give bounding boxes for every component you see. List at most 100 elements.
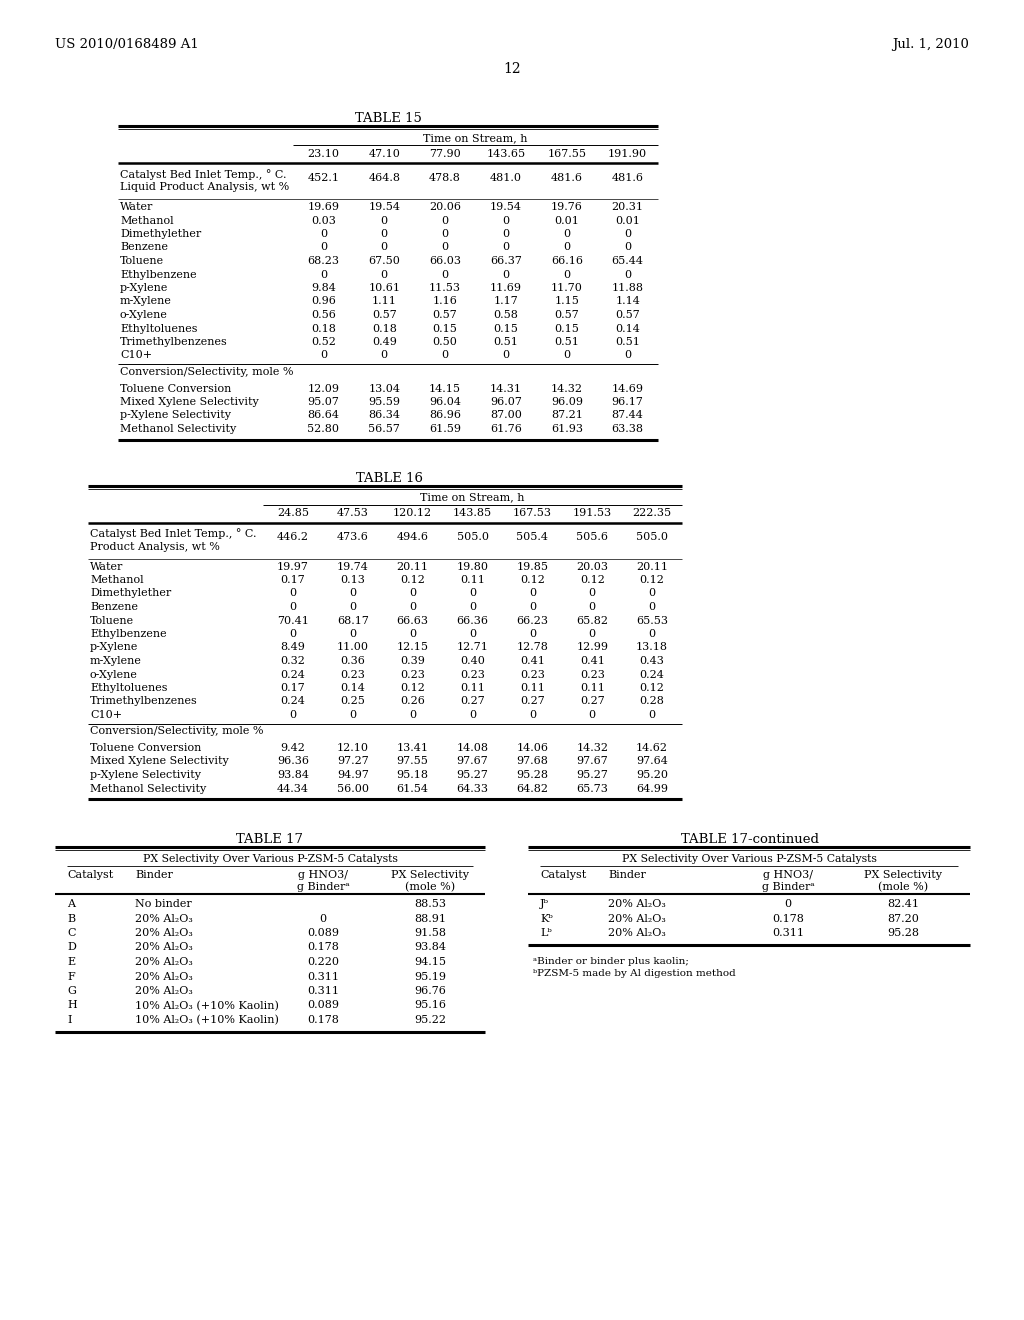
Text: Time on Stream, h: Time on Stream, h (423, 133, 527, 143)
Text: 24.85: 24.85 (276, 508, 309, 519)
Text: 0.43: 0.43 (640, 656, 665, 667)
Text: 93.84: 93.84 (276, 770, 309, 780)
Text: 86.64: 86.64 (307, 411, 339, 421)
Text: 0.28: 0.28 (640, 697, 665, 706)
Text: 87.44: 87.44 (611, 411, 643, 421)
Text: (mole %): (mole %) (404, 882, 455, 892)
Text: 0.17: 0.17 (281, 576, 305, 585)
Text: 167.55: 167.55 (547, 149, 587, 158)
Text: 0.12: 0.12 (640, 682, 665, 693)
Text: 0: 0 (589, 710, 596, 719)
Text: 20% Al₂O₃: 20% Al₂O₃ (608, 928, 666, 939)
Text: 20% Al₂O₃: 20% Al₂O₃ (608, 899, 666, 909)
Text: 97.67: 97.67 (577, 756, 608, 767)
Text: 0.12: 0.12 (640, 576, 665, 585)
Text: p-Xylene Selectivity: p-Xylene Selectivity (90, 770, 201, 780)
Text: 64.99: 64.99 (636, 784, 668, 793)
Text: 1.16: 1.16 (433, 297, 458, 306)
Text: 0.50: 0.50 (433, 337, 458, 347)
Text: 0: 0 (319, 243, 327, 252)
Text: 0: 0 (503, 228, 510, 239)
Text: 52.80: 52.80 (307, 424, 339, 434)
Text: H: H (67, 1001, 77, 1011)
Text: 0.23: 0.23 (400, 669, 425, 680)
Text: m-Xylene: m-Xylene (120, 297, 172, 306)
Text: 0.23: 0.23 (580, 669, 604, 680)
Text: 0.11: 0.11 (460, 682, 485, 693)
Text: 0: 0 (409, 630, 416, 639)
Text: g HNO3/: g HNO3/ (298, 870, 348, 880)
Text: Trimethylbenzenes: Trimethylbenzenes (90, 697, 198, 706)
Text: 0: 0 (648, 710, 655, 719)
Text: 20% Al₂O₃: 20% Al₂O₃ (135, 928, 193, 939)
Text: 0.311: 0.311 (772, 928, 804, 939)
Text: Ethyltoluenes: Ethyltoluenes (90, 682, 168, 693)
Text: 0.51: 0.51 (494, 337, 518, 347)
Text: Toluene: Toluene (90, 615, 134, 626)
Text: 0: 0 (624, 269, 631, 280)
Text: 97.68: 97.68 (516, 756, 548, 767)
Text: 14.15: 14.15 (429, 384, 461, 393)
Text: 19.76: 19.76 (551, 202, 583, 213)
Text: 0: 0 (381, 215, 388, 226)
Text: 20% Al₂O₃: 20% Al₂O₃ (135, 972, 193, 982)
Text: 0.36: 0.36 (340, 656, 366, 667)
Text: 0.01: 0.01 (554, 215, 580, 226)
Text: 0: 0 (503, 269, 510, 280)
Text: 143.85: 143.85 (453, 508, 493, 519)
Text: 0.27: 0.27 (460, 697, 485, 706)
Text: 0: 0 (349, 630, 356, 639)
Text: p-Xylene: p-Xylene (120, 282, 168, 293)
Text: 20% Al₂O₃: 20% Al₂O₃ (135, 913, 193, 924)
Text: 0: 0 (528, 710, 536, 719)
Text: 88.53: 88.53 (414, 899, 446, 909)
Text: 0.56: 0.56 (311, 310, 336, 319)
Text: Conversion/Selectivity, mole %: Conversion/Selectivity, mole % (90, 726, 263, 737)
Text: US 2010/0168489 A1: US 2010/0168489 A1 (55, 38, 199, 51)
Text: 191.90: 191.90 (608, 149, 647, 158)
Text: 88.91: 88.91 (414, 913, 446, 924)
Text: 96.17: 96.17 (611, 397, 643, 407)
Text: 0: 0 (441, 351, 449, 360)
Text: 61.93: 61.93 (551, 424, 583, 434)
Text: 505.6: 505.6 (577, 532, 608, 543)
Text: 19.54: 19.54 (369, 202, 400, 213)
Text: 66.16: 66.16 (551, 256, 583, 267)
Text: 11.53: 11.53 (429, 282, 461, 293)
Text: 93.84: 93.84 (414, 942, 446, 953)
Text: 0: 0 (469, 710, 476, 719)
Text: 0: 0 (349, 589, 356, 598)
Text: 0: 0 (441, 269, 449, 280)
Text: 96.76: 96.76 (414, 986, 445, 997)
Text: Dimethylether: Dimethylether (120, 228, 202, 239)
Text: 68.23: 68.23 (307, 256, 339, 267)
Text: 12.09: 12.09 (307, 384, 339, 393)
Text: 9.42: 9.42 (281, 743, 305, 752)
Text: 0.51: 0.51 (554, 337, 580, 347)
Text: 0.089: 0.089 (307, 928, 339, 939)
Text: 0: 0 (469, 602, 476, 612)
Text: I: I (67, 1015, 72, 1026)
Text: 66.23: 66.23 (516, 615, 549, 626)
Text: 0: 0 (563, 269, 570, 280)
Text: 0.57: 0.57 (433, 310, 458, 319)
Text: 95.28: 95.28 (516, 770, 549, 780)
Text: 14.08: 14.08 (457, 743, 488, 752)
Text: 0.15: 0.15 (494, 323, 518, 334)
Text: 95.19: 95.19 (414, 972, 446, 982)
Text: 0.089: 0.089 (307, 1001, 339, 1011)
Text: Methanol: Methanol (90, 576, 143, 585)
Text: 47.53: 47.53 (337, 508, 369, 519)
Text: 97.67: 97.67 (457, 756, 488, 767)
Text: Benzene: Benzene (90, 602, 138, 612)
Text: Lᵇ: Lᵇ (540, 928, 552, 939)
Text: 95.18: 95.18 (396, 770, 429, 780)
Text: p-Xylene Selectivity: p-Xylene Selectivity (120, 411, 231, 421)
Text: 481.0: 481.0 (489, 173, 522, 183)
Text: 12.10: 12.10 (337, 743, 369, 752)
Text: 95.16: 95.16 (414, 1001, 446, 1011)
Text: 63.38: 63.38 (611, 424, 643, 434)
Text: 19.85: 19.85 (516, 561, 549, 572)
Text: 10% Al₂O₃ (+10% Kaolin): 10% Al₂O₃ (+10% Kaolin) (135, 1015, 279, 1026)
Text: 452.1: 452.1 (307, 173, 339, 183)
